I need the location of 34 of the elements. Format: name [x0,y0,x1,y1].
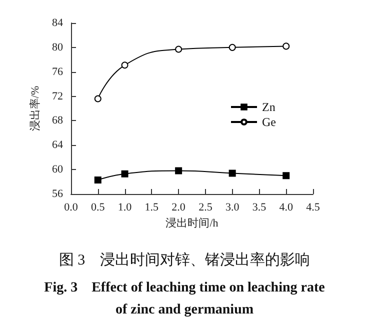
x-tick-label: 1.0 [118,202,132,214]
legend-label: Ge [262,115,276,129]
point [228,170,236,177]
point [175,46,182,53]
point [94,176,102,184]
y-tick-label: 84 [52,17,64,29]
legend-label: Zn [262,100,276,114]
x-tick-label: 2.5 [198,202,213,214]
x-tick-label: 0.0 [64,202,78,214]
x-tick-label: 0.5 [91,202,106,214]
point [175,167,182,174]
y-tick-label: 72 [52,90,63,102]
y-tick-label: 68 [52,114,64,127]
x-axis-title: 浸出时间/h [166,216,219,230]
y-axis-title: 浸出率/% [28,86,42,132]
y-tick-label: 64 [52,139,64,152]
y-tick-label: 80 [52,41,64,54]
x-tick-label: 1.5 [144,202,160,214]
x-tick-label: 2.0 [172,202,186,214]
y-tick-label: 56 [52,188,64,200]
x-tick-label: 4.0 [279,202,294,214]
text: 图 3 浸出时间对锌、锗浸出率的影响 [58,252,310,268]
point [121,170,128,178]
x-tick-label: 3.5 [252,202,267,214]
x-tick-label: 4.5 [306,202,320,214]
point [228,44,236,51]
point [282,172,290,180]
text: Fig. 3 Effect of leaching time on leaching rate of zinc and germanium [44,280,325,318]
y-tick-label: 76 [52,66,64,78]
point [94,95,102,102]
point [282,42,290,50]
y-tick-label: 60 [52,164,64,176]
point [121,62,128,69]
x-tick-label: 3.0 [225,202,240,214]
